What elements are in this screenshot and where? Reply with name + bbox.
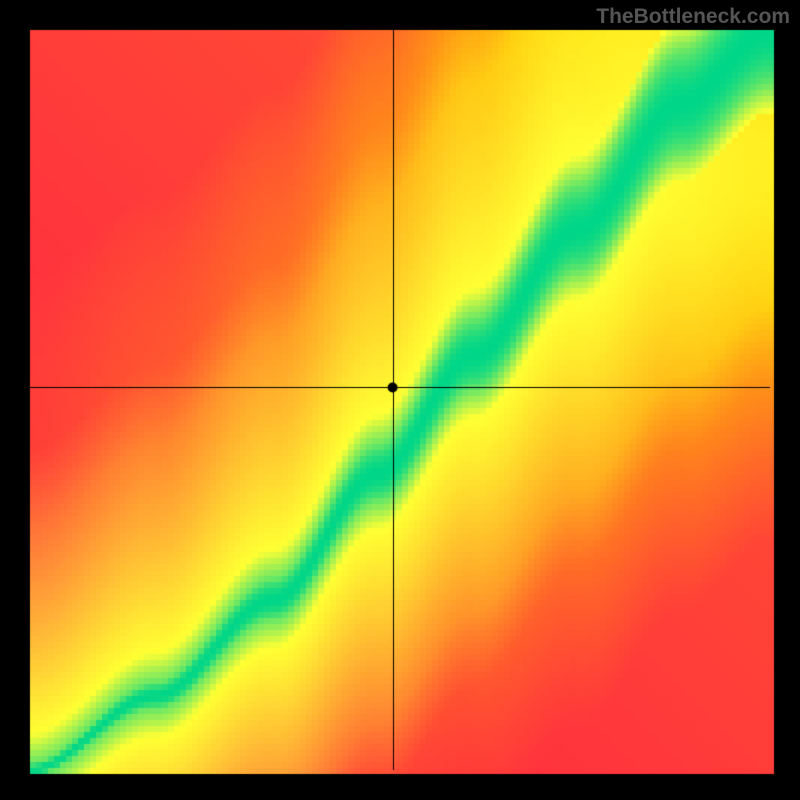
watermark-label: TheBottleneck.com xyxy=(596,5,790,29)
chart-container: TheBottleneck.com xyxy=(0,0,800,800)
bottleneck-heatmap-canvas xyxy=(0,0,800,800)
